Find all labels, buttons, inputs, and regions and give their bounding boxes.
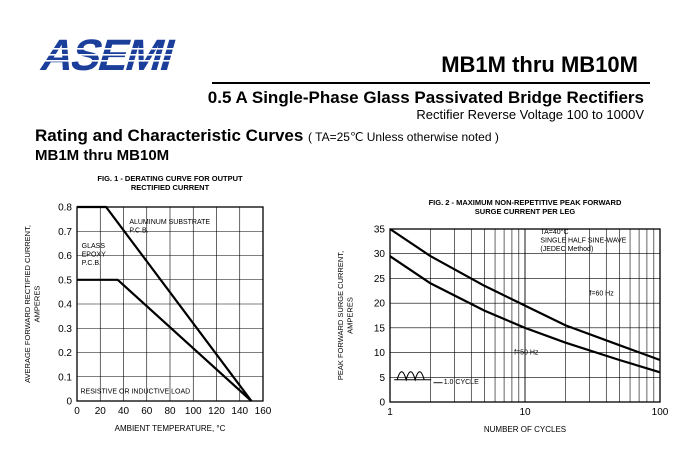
series-line-1 (77, 278, 253, 402)
x-tick-label: 160 (255, 406, 272, 417)
x-axis-label: AMBIENT TEMPERATURE, °C (115, 424, 226, 433)
y-tick-label: 0.5 (58, 275, 72, 286)
annotation-text: P.C.B. (129, 227, 148, 234)
y-tick-label: 0.4 (58, 300, 72, 311)
x-tick-label: 40 (118, 406, 130, 417)
x-tick-label: 80 (164, 406, 176, 417)
x-tick-label: 60 (141, 406, 153, 417)
y-tick-label: 10 (374, 348, 386, 359)
y-tick-label: 0.1 (58, 372, 72, 383)
annotation-text: P.C.B. (82, 260, 101, 267)
product-subline: Rectifier Reverse Voltage 100 to 1000V (416, 107, 644, 122)
y-tick-label: 20 (374, 299, 386, 310)
y-tick-label: 0 (66, 397, 72, 408)
y-tick-label: 15 (374, 323, 386, 334)
series-line-0 (389, 228, 661, 362)
plot-frame (76, 206, 264, 402)
x-axis-label: NUMBER OF CYCLES (484, 425, 566, 434)
y-tick-label: 0.2 (58, 348, 72, 359)
svg-text:ASEMI: ASEMI (36, 30, 179, 76)
title-rule (212, 82, 650, 84)
y-tick-label: 0.8 (58, 203, 72, 214)
y-tick-label: 30 (374, 249, 386, 260)
annotation-text: f=50 Hz (514, 350, 539, 357)
x-tick-label: 100 (185, 406, 202, 417)
annotation-text: TA=40°C (540, 228, 568, 236)
x-tick-label: 120 (208, 406, 225, 417)
y-axis-label-line: AVERAGE FORWARD RECTIFIED CURRENT, (23, 225, 32, 383)
x-tick-label: 20 (95, 406, 107, 417)
x-tick-label: 140 (231, 406, 248, 417)
annotation-text: ALUMINUM SUBSTRATE (129, 219, 210, 226)
annotation-text: SINGLE HALF SINE-WAVE (540, 237, 626, 244)
x-tick-label: 100 (652, 407, 669, 418)
plot-frame (389, 228, 661, 403)
rating-title: Rating and Characteristic Curves ( TA=25… (35, 126, 499, 146)
annotation-text: RESISTIVE OR INDUCTIVE LOAD (80, 389, 190, 396)
product-headline: 0.5 A Single-Phase Glass Passivated Brid… (207, 88, 644, 107)
y-axis-label-line: AMPERES (33, 286, 42, 323)
half-sine-symbol (394, 371, 432, 382)
x-tick-label: 10 (519, 407, 531, 418)
half-sine-wave (396, 371, 425, 382)
chart-title-line: RECTIFIED CURRENT (131, 183, 210, 192)
chart-title-line: FIG. 2 - MAXIMUM NON-REPETITIVE PEAK FOR… (429, 198, 622, 207)
asemi-logo: ASEMI (36, 30, 186, 76)
y-tick-label: 25 (374, 274, 386, 285)
chart-title-line: SURGE CURRENT PER LEG (475, 207, 576, 216)
rating-title-text: Rating and Characteristic Curves (35, 126, 304, 145)
y-axis-label-line: PEAK FORWARD SURGE CURRENT, (336, 251, 345, 380)
rating-note: ( TA=25℃ Unless otherwise noted ) (308, 130, 499, 144)
chart-title-line: FIG. 1 - DERATING CURVE FOR OUTPUT (97, 174, 243, 183)
y-tick-label: 5 (379, 373, 385, 384)
y-tick-label: 0 (379, 398, 385, 409)
y-tick-label: 35 (374, 225, 386, 236)
part-subhead: MB1M thru MB10M (35, 147, 170, 164)
y-tick-label: 0.6 (58, 251, 72, 262)
annotation-text: EPOXY (82, 252, 106, 259)
series-line-1 (389, 255, 661, 374)
annotation-text: (JEDEC Method) (540, 246, 593, 253)
annotation-text: f=60 Hz (589, 291, 614, 298)
annotation-text: 1.0 CYCLE (444, 379, 479, 386)
x-tick-label: 1 (387, 407, 393, 418)
series-line-0 (77, 205, 253, 402)
x-tick-label: 0 (74, 406, 80, 417)
annotation-text: GLASS (82, 243, 106, 250)
y-tick-label: 0.3 (58, 324, 72, 335)
part-range-title: MB1M thru MB10M (441, 52, 638, 77)
y-axis-label-line: AMPERES (346, 297, 355, 334)
y-tick-label: 0.7 (58, 227, 72, 238)
